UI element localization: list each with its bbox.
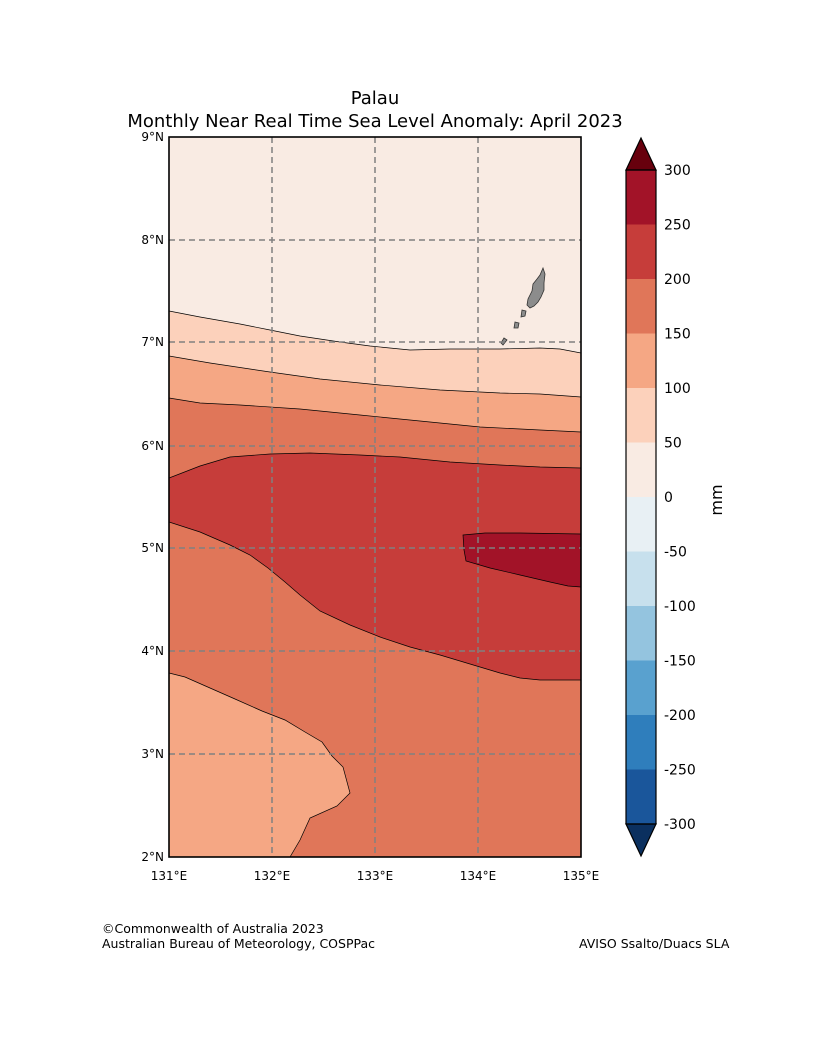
lat-tick-label: 2°N	[141, 850, 164, 864]
lat-tick-label: 6°N	[141, 439, 164, 453]
colorbar-tick-label: 150	[664, 327, 691, 343]
colorbar-tick-label: 250	[664, 218, 691, 234]
colorbar: -300 -250 -200 -150 -100 -50 0 50 100 150 200 250 30…	[625, 136, 726, 858]
colorbar-segment	[626, 606, 656, 661]
colorbar-tick-label: -250	[664, 763, 696, 779]
colorbar-tick-label: -200	[664, 708, 696, 724]
lat-tick-label: 9°N	[141, 130, 164, 144]
colorbar-frame	[625, 169, 657, 825]
colorbar-segment	[626, 442, 656, 497]
colorbar-segment	[626, 497, 656, 552]
colorbar-segment	[626, 224, 656, 279]
lat-tick-label: 8°N	[141, 233, 164, 247]
colorbar-tick-label: 200	[664, 272, 691, 288]
colorbar-segment	[626, 715, 656, 770]
map-frame	[168, 136, 582, 858]
band-250-300	[462, 532, 581, 588]
colorbar-segment	[626, 551, 656, 606]
colorbar-tick-label: 0	[664, 490, 673, 506]
lat-tick-label: 7°N	[141, 335, 164, 349]
footer-credits: ©Commonwealth of Australia 2023 Australi…	[102, 921, 375, 951]
colorbar-tick-label: -50	[664, 545, 687, 561]
colorbar-tick-label: 100	[664, 381, 691, 397]
colorbar-tick-label: -300	[664, 817, 696, 833]
colorbar-tick-label: -150	[664, 654, 696, 670]
lon-tick-label: 133°E	[357, 869, 394, 883]
lat-tick-label: 5°N	[141, 541, 164, 555]
agency-text: Australian Bureau of Meteorology, COSPPa…	[102, 936, 375, 951]
data-source-text: AVISO Ssalto/Duacs SLA	[579, 936, 730, 951]
colorbar-segment	[626, 769, 656, 824]
chart-title: Palau Monthly Near Real Time Sea Level A…	[0, 88, 750, 132]
colorbar-label: mm	[707, 484, 726, 515]
lon-tick-label: 132°E	[254, 869, 291, 883]
colorbar-segment	[626, 388, 656, 443]
palau-islet-icon	[513, 321, 520, 329]
colorbar-segment	[626, 279, 656, 334]
colorbar-under-arrow	[625, 823, 657, 858]
palau-islet-icon	[520, 309, 527, 318]
colorbar-tick-label: 50	[664, 436, 682, 452]
colorbar-segment	[626, 170, 656, 225]
lat-tick-label: 3°N	[141, 747, 164, 761]
colorbar-segment	[626, 333, 656, 388]
map-grid	[169, 137, 581, 857]
palau-island-icon	[526, 266, 546, 309]
title-line-2: Monthly Near Real Time Sea Level Anomaly…	[127, 111, 623, 132]
colorbar-over-arrow	[625, 136, 657, 171]
colorbar-tick-label: 300	[664, 163, 691, 179]
lat-tick-label: 4°N	[141, 644, 164, 658]
band-100-150-south	[169, 672, 351, 857]
colorbar-segment	[626, 660, 656, 715]
title-line-1: Palau	[350, 88, 400, 109]
colorbar-tick-label: -100	[664, 599, 696, 615]
copyright-text: ©Commonwealth of Australia 2023	[102, 921, 324, 936]
lon-tick-label: 135°E	[563, 869, 600, 883]
lon-tick-label: 134°E	[460, 869, 497, 883]
lon-tick-label: 131°E	[151, 869, 188, 883]
map-area	[169, 137, 581, 857]
